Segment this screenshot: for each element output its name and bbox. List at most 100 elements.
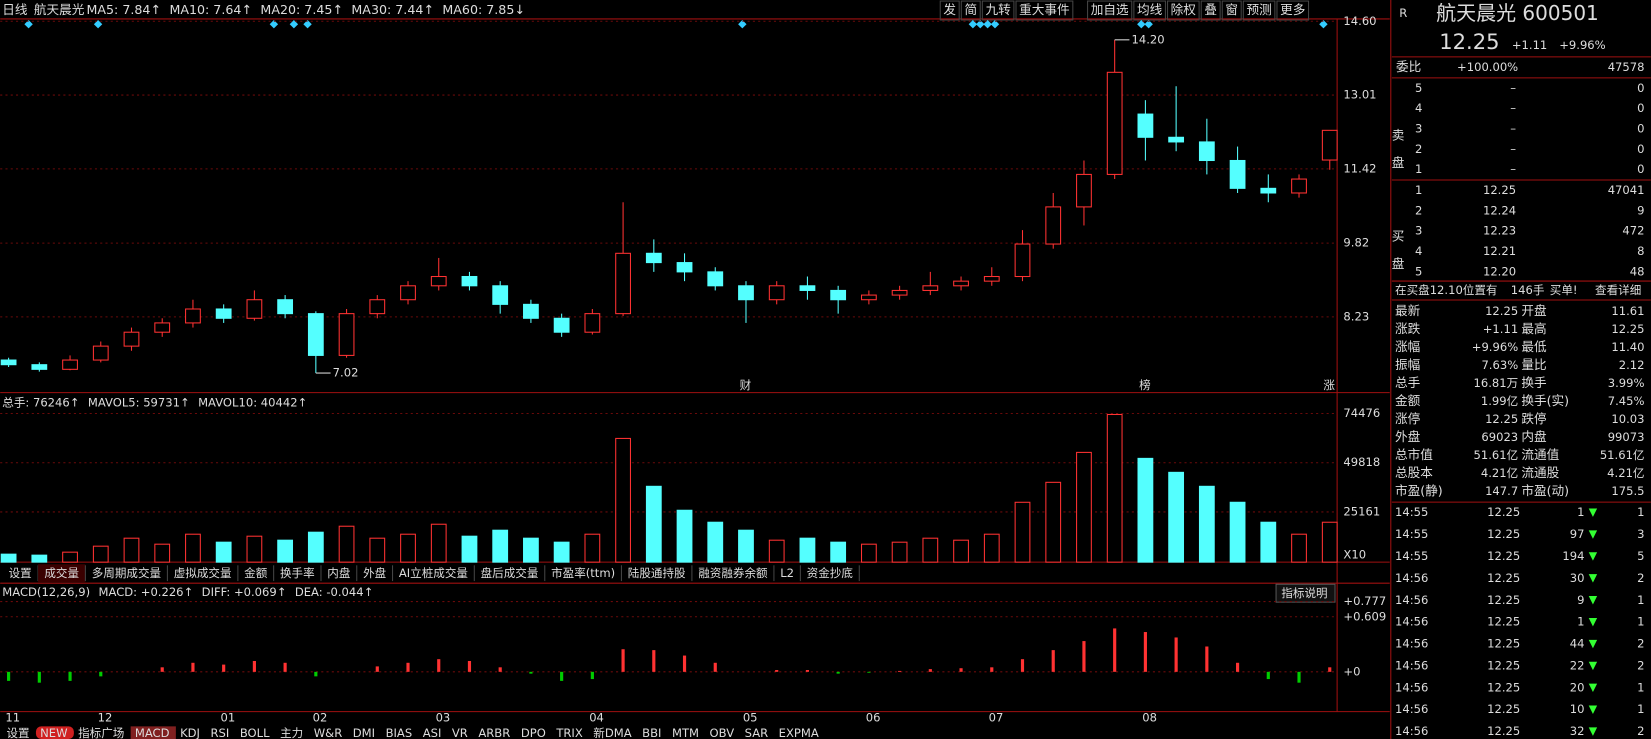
indicator-tab[interactable]: AI立桩成交量 xyxy=(399,566,469,580)
indicator-tab[interactable]: VR xyxy=(452,726,468,739)
candle-body xyxy=(1137,113,1154,138)
volume-bar xyxy=(123,537,140,563)
indicator-tab[interactable]: 主力 xyxy=(280,726,303,739)
book-level: 2 xyxy=(1415,203,1422,217)
price-annotation: 7.02 xyxy=(333,366,359,380)
candle-body xyxy=(123,331,140,347)
event-diamond xyxy=(303,20,312,29)
indicator-tab[interactable]: KDJ xyxy=(180,726,200,739)
indicator-tab[interactable]: 融资融券余额 xyxy=(698,566,768,580)
book-level: 2 xyxy=(1415,142,1422,156)
macd-header: MACD(12,26,9) xyxy=(2,585,90,599)
indicator-tab[interactable]: 成交量 xyxy=(44,566,79,580)
indicator-tab[interactable]: 市盈率(ttm) xyxy=(551,566,615,580)
toolbar-frame xyxy=(1276,0,1310,21)
book-level: 3 xyxy=(1415,224,1422,238)
indicator-tab[interactable]: 外盘 xyxy=(363,566,387,580)
indicator-tab[interactable]: 资金抄底 xyxy=(807,566,854,580)
toolbar-button[interactable]: 简 xyxy=(964,2,977,17)
indicator-tab[interactable]: 换手率 xyxy=(280,566,315,580)
indicator-tab[interactable]: EXPMA xyxy=(779,726,819,739)
quote-change: +1.11 xyxy=(1512,38,1547,52)
candle-body xyxy=(799,285,816,291)
toolbar-button[interactable]: 九转 xyxy=(985,2,1011,17)
indicator-tab[interactable]: MACD xyxy=(135,726,170,739)
stat-label: 涨幅 xyxy=(1395,339,1420,354)
toolbar-button[interactable]: 重大事件 xyxy=(1019,2,1070,17)
candle-body xyxy=(246,299,263,319)
notice-qty: 146手 xyxy=(1511,283,1545,297)
trade-arrow xyxy=(1588,596,1598,605)
indicator-tab[interactable]: DPO xyxy=(521,726,546,739)
notice-end: 买单! xyxy=(1550,283,1578,297)
toolbar-button[interactable]: 更多 xyxy=(1280,2,1305,17)
toolbar-button[interactable]: 窗 xyxy=(1225,2,1238,17)
trade-count: 3 xyxy=(1637,527,1644,541)
volume-bar xyxy=(891,541,908,563)
y-tick-label: 25161 xyxy=(1343,504,1380,518)
indicator-tab[interactable]: 设置 xyxy=(9,566,32,580)
indicator-tab[interactable]: 设置 xyxy=(6,726,29,739)
trade-price: 12.25 xyxy=(1487,637,1520,651)
indicator-tab[interactable]: 多周期成交量 xyxy=(92,566,162,580)
trade-time: 14:56 xyxy=(1395,724,1428,738)
toolbar-button[interactable]: 除权 xyxy=(1171,2,1197,17)
y-tick-label: +0.609 xyxy=(1343,609,1386,623)
candle-body xyxy=(492,285,509,305)
indicator-tab[interactable]: ARBR xyxy=(478,726,510,739)
trade-arrow xyxy=(1588,617,1598,627)
toolbar-button[interactable]: 预测 xyxy=(1246,2,1271,17)
indicator-tab[interactable]: NEW xyxy=(40,726,68,739)
stat-label: 市盈(动) xyxy=(1521,483,1569,498)
toolbar-button[interactable]: 加自选 xyxy=(1091,2,1129,17)
period-label: 日线 xyxy=(2,2,28,17)
toolbar-button[interactable]: 均线 xyxy=(1137,2,1163,17)
stat-label: 最高 xyxy=(1521,321,1546,336)
stat-value: 10.03 xyxy=(1611,412,1644,426)
volume-bar xyxy=(1106,413,1123,563)
volume-bar xyxy=(799,537,816,563)
indicator-tab[interactable]: 虚拟成交量 xyxy=(174,566,232,580)
indicator-tab[interactable]: ASI xyxy=(423,726,442,739)
indicator-tab[interactable]: 内盘 xyxy=(327,566,351,580)
volume-bar xyxy=(768,539,785,563)
candle-body xyxy=(92,345,109,361)
book-volume: 0 xyxy=(1637,122,1644,136)
volume-bar xyxy=(1260,521,1277,563)
y-tick-label: 49818 xyxy=(1343,455,1380,469)
book-level: 4 xyxy=(1415,101,1422,115)
indicator-tab[interactable]: 指标广场 xyxy=(78,726,124,739)
tab-active xyxy=(38,564,86,583)
indicator-tab[interactable]: L2 xyxy=(780,566,794,580)
indicator-tab[interactable]: DMI xyxy=(353,726,375,739)
stock-name: 航天晨光 xyxy=(34,2,85,17)
indicator-tab[interactable]: RSI xyxy=(211,726,230,739)
indicator-tab[interactable]: MTM xyxy=(672,726,699,739)
event-diamond xyxy=(983,20,992,29)
indicator-tab[interactable]: 盘后成交量 xyxy=(481,566,539,580)
indicator-help[interactable]: 指标说明 xyxy=(1281,586,1327,600)
indicator-tab[interactable]: TRIX xyxy=(555,726,583,739)
toolbar-button[interactable]: 发 xyxy=(943,2,956,17)
toolbar-button[interactable]: 叠 xyxy=(1204,2,1217,17)
notice-link[interactable]: 查看详细 xyxy=(1595,283,1641,297)
quote-price: 12.25 xyxy=(1439,29,1499,54)
trade-arrow xyxy=(1588,661,1598,671)
price-annotation: 14.20 xyxy=(1132,32,1165,46)
indicator-tab[interactable]: W&R xyxy=(314,726,342,739)
indicator-tab[interactable]: BOLL xyxy=(240,726,270,739)
candle-body xyxy=(830,289,847,301)
indicator-tab[interactable]: BBI xyxy=(642,726,661,739)
indicator-tab[interactable]: 陆股通持股 xyxy=(628,566,686,580)
indicator-tab[interactable]: BIAS xyxy=(386,726,413,739)
stat-value: 4.21亿 xyxy=(1481,466,1518,480)
book-price: 12.24 xyxy=(1483,203,1516,217)
indicator-tab[interactable]: 新DMA xyxy=(593,726,631,739)
stat-label: 涨停 xyxy=(1395,411,1420,426)
indicator-tab[interactable]: SAR xyxy=(745,726,769,739)
indicator-tab[interactable]: 金额 xyxy=(244,566,268,580)
indicator-tab[interactable]: OBV xyxy=(710,726,735,739)
candle-body xyxy=(215,308,232,319)
ma-label: MA60: 7.85↓ xyxy=(442,2,525,17)
